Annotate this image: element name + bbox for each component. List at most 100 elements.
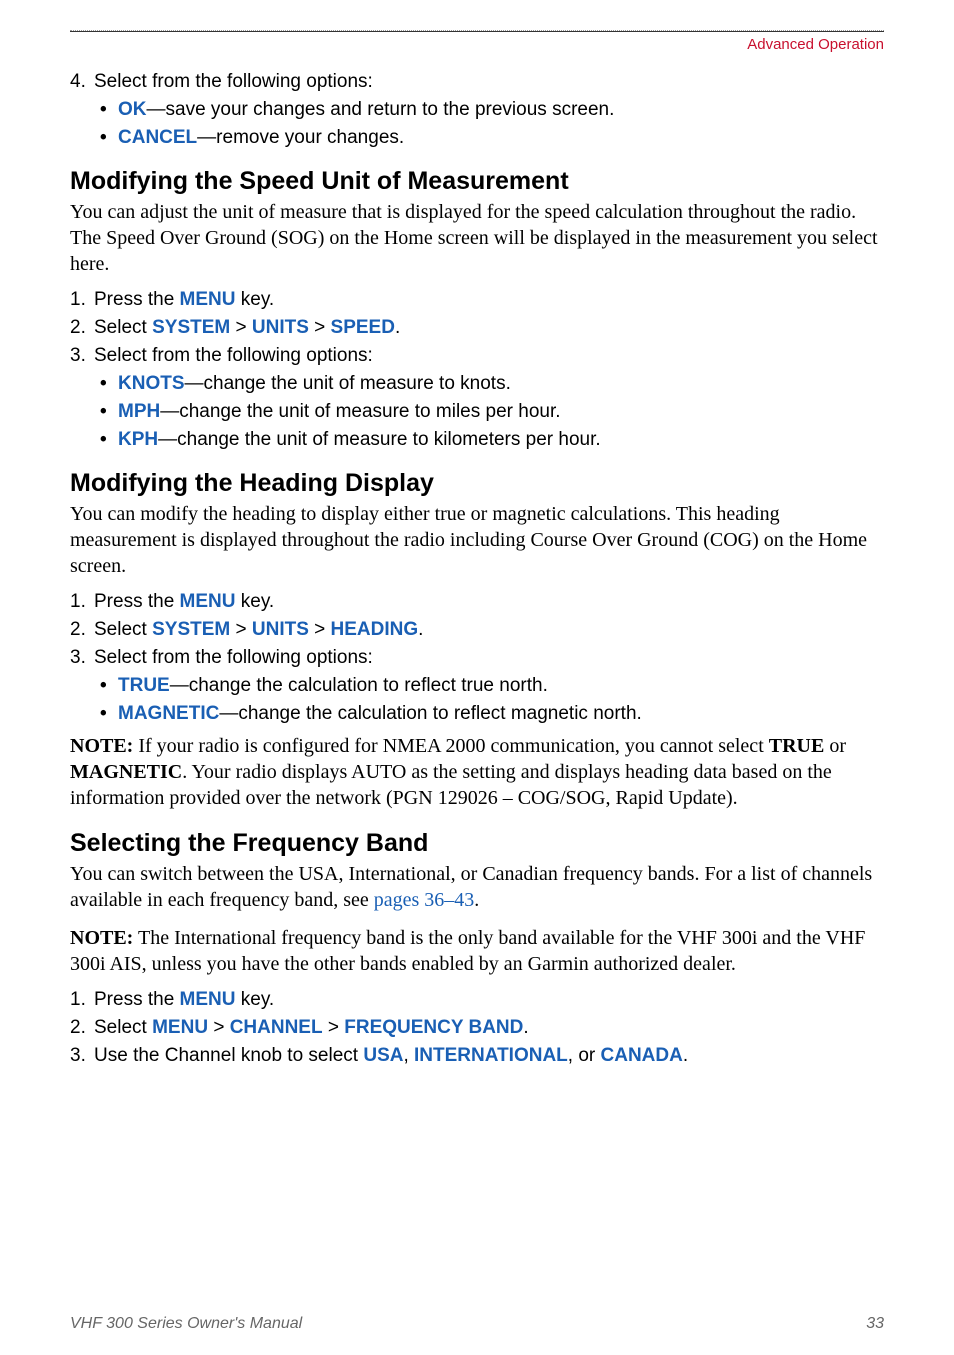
step-text: Select from the following options: (94, 71, 373, 92)
step-text: . (523, 1017, 528, 1038)
step-number: 3. (70, 647, 94, 669)
step-text: Select (94, 1017, 152, 1038)
step-text: Select from the following options: (94, 647, 373, 668)
page-number: 33 (866, 1315, 884, 1333)
list-item: 2.Select SYSTEM > UNITS > SPEED. (70, 317, 884, 339)
page-reference-link[interactable]: pages 36–43 (374, 889, 475, 911)
page-footer: VHF 300 Series Owner's Manual 33 (70, 1315, 884, 1333)
bullet-desc: —change the unit of measure to kilometer… (158, 429, 601, 450)
command-label: SPEED (331, 317, 395, 338)
list-item: 3.Select from the following options: (70, 345, 884, 367)
step-number: 2. (70, 1017, 94, 1039)
note-label: NOTE: (70, 735, 133, 757)
note-paragraph: NOTE: If your radio is configured for NM… (70, 733, 884, 811)
bullet-item: OK—save your changes and return to the p… (118, 99, 884, 121)
command-label: CANADA (601, 1045, 683, 1066)
breadcrumb-separator: > (208, 1017, 230, 1038)
command-label: FREQUENCY BAND (344, 1017, 523, 1038)
step-number: 4. (70, 71, 94, 93)
section2-steps: 1.Press the MENU key. 2.Select SYSTEM > … (70, 591, 884, 725)
step-text: . (395, 317, 400, 338)
step-number: 2. (70, 317, 94, 339)
body-paragraph: You can modify the heading to display ei… (70, 501, 884, 579)
command-label: MENU (180, 591, 236, 612)
command-label: SYSTEM (152, 317, 230, 338)
breadcrumb-separator: > (230, 619, 252, 640)
heading-heading-display: Modifying the Heading Display (70, 469, 884, 498)
body-text: . (474, 889, 479, 911)
step-text: , (403, 1045, 414, 1066)
command-label: MENU (180, 989, 236, 1010)
step-number: 3. (70, 345, 94, 367)
section1-steps: 1.Press the MENU key. 2.Select SYSTEM > … (70, 289, 884, 451)
step-text: Select (94, 619, 152, 640)
command-label: UNITS (252, 619, 309, 640)
step-text: Press the (94, 989, 180, 1010)
list-item: 1.Press the MENU key. (70, 989, 884, 1011)
step-text: Use the Channel knob to select (94, 1045, 363, 1066)
bullet-item: CANCEL—remove your changes. (118, 127, 884, 149)
bullet-desc: —change the unit of measure to knots. (185, 373, 511, 394)
command-label: TRUE (118, 675, 170, 696)
step-text: . (683, 1045, 688, 1066)
heading-speed-unit: Modifying the Speed Unit of Measurement (70, 167, 884, 196)
list-item: 3.Use the Channel knob to select USA, IN… (70, 1045, 884, 1067)
list-item: 2.Select SYSTEM > UNITS > HEADING. (70, 619, 884, 641)
bullet-item: KPH—change the unit of measure to kilome… (118, 429, 884, 451)
step-text: key. (236, 289, 275, 310)
command-label: OK (118, 99, 147, 120)
bullet-item: MPH—change the unit of measure to miles … (118, 401, 884, 423)
command-label: UNITS (252, 317, 309, 338)
note-text: The International frequency band is the … (70, 927, 865, 975)
step-text: key. (236, 591, 275, 612)
step-number: 1. (70, 289, 94, 311)
breadcrumb-separator: > (323, 1017, 345, 1038)
command-label: MENU (180, 289, 236, 310)
bold-term: TRUE (769, 735, 825, 757)
command-label: MAGNETIC (118, 703, 219, 724)
list-item: 3.Select from the following options: (70, 647, 884, 669)
step-text: key. (236, 989, 275, 1010)
command-label: MPH (118, 401, 160, 422)
bullet-desc: —change the calculation to reflect true … (170, 675, 548, 696)
intro-step-list: 4.Select from the following options: OK—… (70, 71, 884, 149)
list-item: 2.Select MENU > CHANNEL > FREQUENCY BAND… (70, 1017, 884, 1039)
body-paragraph: You can adjust the unit of measure that … (70, 199, 884, 277)
bold-term: MAGNETIC (70, 761, 182, 783)
bullet-desc: —remove your changes. (197, 127, 404, 148)
step-number: 2. (70, 619, 94, 641)
section3-steps: 1.Press the MENU key. 2.Select MENU > CH… (70, 989, 884, 1067)
step-text: Press the (94, 289, 180, 310)
step-text: Select (94, 317, 152, 338)
list-item: 1.Press the MENU key. (70, 289, 884, 311)
footer-manual-title: VHF 300 Series Owner's Manual (70, 1315, 302, 1333)
bullet-desc: —change the unit of measure to miles per… (160, 401, 560, 422)
command-label: INTERNATIONAL (414, 1045, 568, 1066)
breadcrumb-separator: > (309, 619, 331, 640)
bullet-desc: —save your changes and return to the pre… (147, 99, 615, 120)
step-text: , or (568, 1045, 601, 1066)
bullet-item: MAGNETIC—change the calculation to refle… (118, 703, 884, 725)
section-header: Advanced Operation (70, 36, 884, 53)
step-text: . (418, 619, 423, 640)
command-label: KPH (118, 429, 158, 450)
command-label: CANCEL (118, 127, 197, 148)
bullet-item: KNOTS—change the unit of measure to knot… (118, 373, 884, 395)
body-paragraph: You can switch between the USA, Internat… (70, 861, 884, 913)
list-item: 4.Select from the following options: (70, 71, 884, 93)
bullet-desc: —change the calculation to reflect magne… (219, 703, 641, 724)
command-label: CHANNEL (230, 1017, 323, 1038)
breadcrumb-separator: > (309, 317, 331, 338)
command-label: USA (363, 1045, 403, 1066)
list-item: 1.Press the MENU key. (70, 591, 884, 613)
step-text: Press the (94, 591, 180, 612)
command-label: SYSTEM (152, 619, 230, 640)
note-text: If your radio is configured for NMEA 200… (133, 735, 768, 757)
bullet-item: TRUE—change the calculation to reflect t… (118, 675, 884, 697)
command-label: MENU (152, 1017, 208, 1038)
command-label: KNOTS (118, 373, 185, 394)
step-number: 1. (70, 989, 94, 1011)
header-divider (70, 30, 884, 32)
note-text: or (824, 735, 846, 757)
step-text: Select from the following options: (94, 345, 373, 366)
